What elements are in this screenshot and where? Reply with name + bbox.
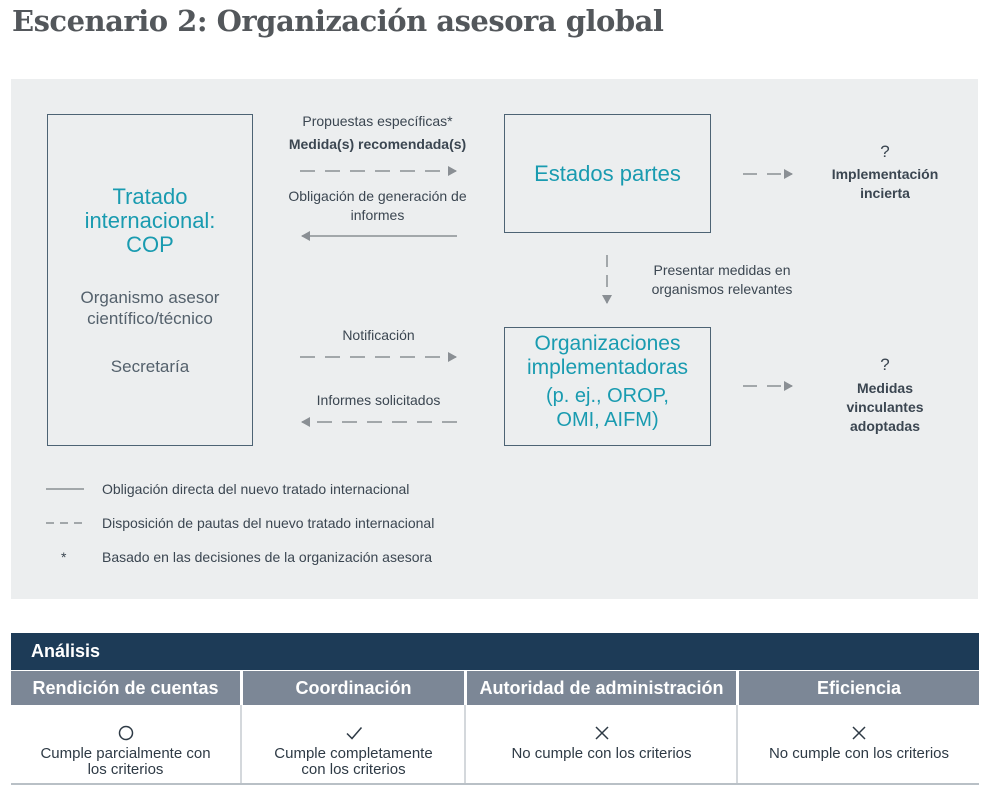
orgs-title-line: Organizaciones [534,332,681,355]
orgs-box-examples: (p. ej., OROP, OMI, AIFM) [505,384,710,432]
advisory-body-line: Organismo asesor [80,288,220,307]
uncertain-line: Implementación [831,166,939,182]
legend-asterisk-text: Basado en las decisiones de la organizac… [102,549,432,565]
proposals-label: Propuestas específicas* [302,113,453,129]
check-icon [345,727,362,740]
cell-text-line: Cumple completamente [274,745,433,762]
treaty-title-line: COP [126,232,174,257]
cell-text-line: No cumple con los criterios [768,745,950,762]
binding-line: Medidas [856,380,913,396]
binding-question-mark: ? [880,355,890,374]
analysis-heading: Análisis [31,641,101,661]
orgs-example-line: (p. ej., OROP, [545,385,669,407]
accountability-cell: Cumple parcialmente con los criterios [11,705,240,783]
coordination-cell: Cumple completamente con los criterios [243,705,464,783]
management-authority-text: No cumple con los criterios [467,746,736,762]
uncertain-line: incierta [860,185,910,201]
accountability-text: Cumple parcialmente con los criterios [11,746,240,778]
cross-icon [852,726,866,740]
present-line: Presentar medidas en [653,262,791,278]
binding-line: vinculantes [846,399,924,415]
reporting-line: informes [350,207,405,223]
table-bottom-rule [11,783,979,785]
efficiency-cell: No cumple con los criterios [739,705,979,783]
requested-reports-label: Informes solicitados [316,392,441,408]
secretariat-label: Secretaría [110,357,190,376]
flow-arrows [46,166,793,524]
column-header-management-authority: Autoridad de administración [467,671,736,705]
orgs-title-line: implementadoras [526,356,689,379]
states-parties-box: Estados partes [504,114,711,233]
cell-text-line: los criterios [87,761,164,778]
management-authority-cell: No cumple con los criterios [467,705,736,783]
column-header-accountability: Rendición de cuentas [11,671,240,705]
cell-text-line: No cumple con los criterios [511,745,692,762]
cell-text-line: Cumple parcialmente con [40,745,211,762]
treaty-cop-box: Tratado internacional: COP Organismo ase… [47,114,253,446]
advisory-body-label: Organismo asesor científico/técnico [48,287,252,329]
column-divider [464,705,466,783]
treaty-box-title: Tratado internacional: COP [48,185,252,257]
cell-text-line: con los criterios [301,761,406,778]
binding-measures-label: Medidas vinculantes adoptadas [815,379,955,436]
uncertain-question-mark: ? [880,142,890,161]
treaty-title-line: Tratado [112,184,188,209]
efficiency-text: No cumple con los criterios [739,746,979,762]
implementing-orgs-box: Organizaciones implementadoras (p. ej., … [504,327,711,446]
reporting-line: Obligación de generación de [288,188,467,204]
legend-solid-text: Obligación directa del nuevo tratado int… [102,481,410,497]
column-header-efficiency: Eficiencia [739,671,979,705]
uncertain-implementation-label: Implementación incierta [815,165,955,203]
present-measures-label: Presentar medidas en organismos relevant… [632,261,812,299]
reporting-obligation-label: Obligación de generación de informes [265,187,490,225]
orgs-example-line: OMI, AIFM) [556,409,659,431]
recommended-measures-label: Medida(s) recomendada(s) [288,136,467,152]
column-divider [240,705,242,783]
binding-line: adoptadas [849,418,920,434]
treaty-title-line: internacional: [84,208,216,233]
cross-icon [594,726,609,740]
states-box-title: Estados partes [534,161,681,186]
analysis-header-bar: Análisis [11,633,979,670]
circle-icon [118,725,133,741]
legend-asterisk-mark: * [61,549,67,565]
present-line: organismos relevantes [651,281,793,297]
legend-dashed-text: Disposición de pautas del nuevo tratado … [102,515,435,531]
notification-label: Notificación [342,327,415,343]
orgs-box-title: Organizaciones implementadoras [505,332,710,380]
advisory-body-line: científico/técnico [87,309,213,328]
coordination-text: Cumple completamente con los criterios [243,746,464,778]
column-header-coordination: Coordinación [243,671,464,705]
page-title: Escenario 2: Organización asesora global [12,4,664,38]
column-divider [736,705,738,783]
